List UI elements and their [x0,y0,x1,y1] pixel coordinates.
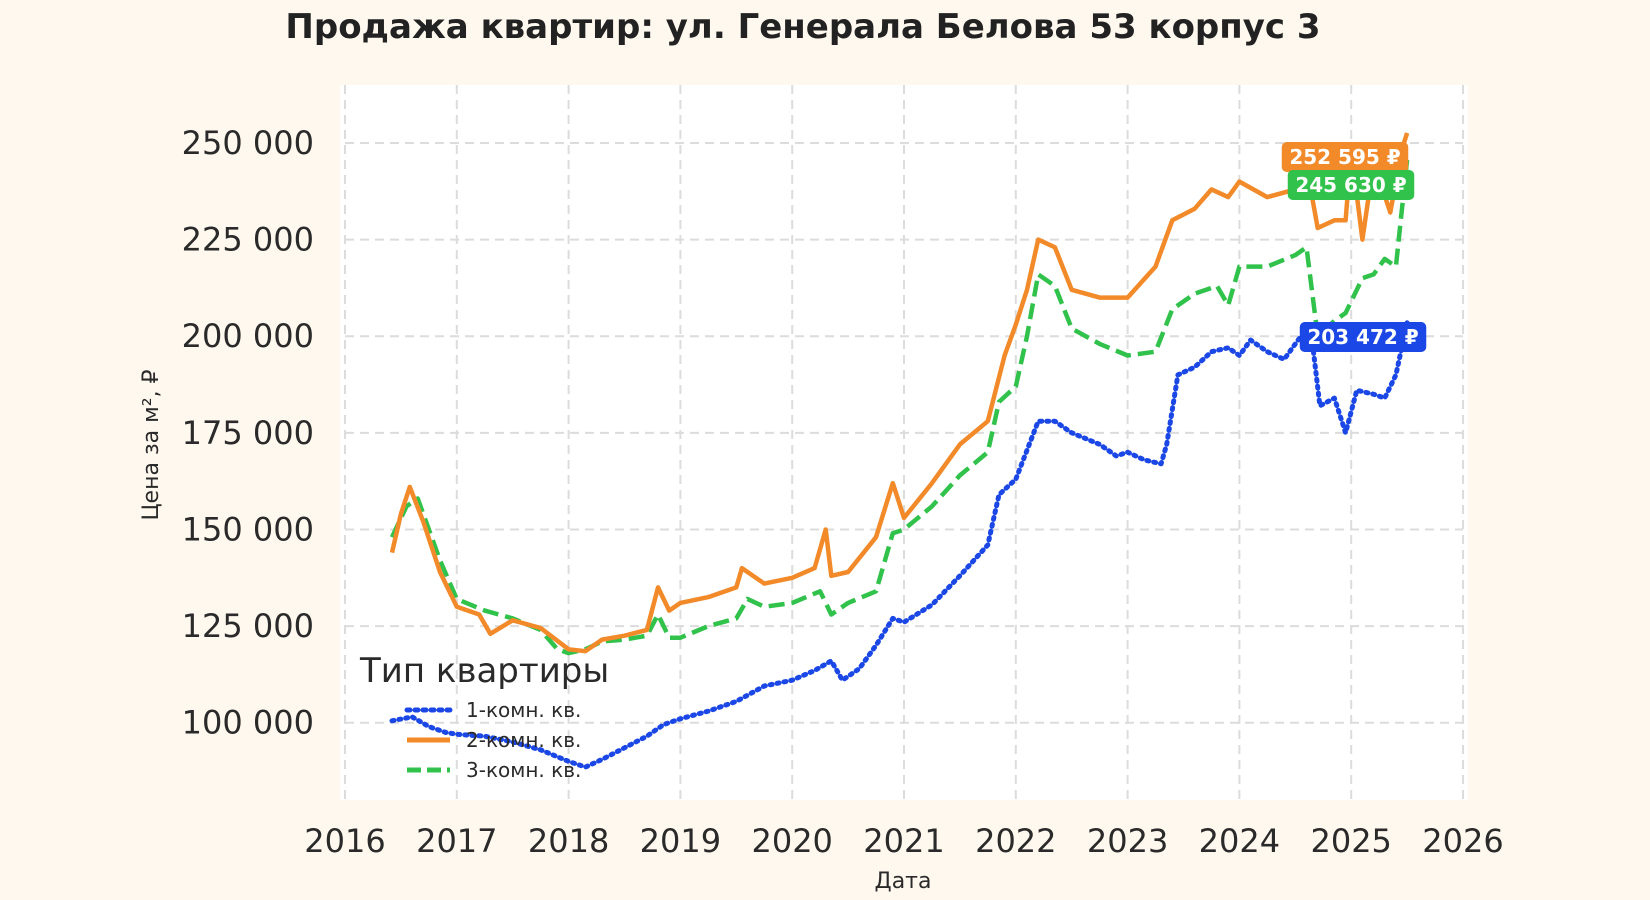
legend: Тип квартиры 1-комн. кв. 2-комн. кв. 3-ком… [359,651,609,782]
y-tick-label: 175 000 [182,414,314,452]
end-label-text: 252 595 ₽ [1289,145,1400,169]
end-label-box [1299,322,1427,352]
end-label-text: 203 472 ₽ [1307,325,1418,349]
x-tick-label: 2018 [528,822,609,860]
x-tick-label: 2017 [416,822,497,860]
legend-title: Тип квартиры [359,651,609,691]
y-tick-label: 150 000 [182,510,314,548]
tick-layer: 2016 2017 2018 2019 2020 2021 2022 2023 2024 2025… [182,124,1504,860]
x-tick-label: 2024 [1199,822,1280,860]
legend-item-2-room: 2-комн. кв. [407,728,581,752]
y-tick-label: 200 000 [182,317,314,355]
plot-area [340,85,1468,800]
x-tick-label: 2020 [751,822,832,860]
x-tick-label: 2021 [863,822,944,860]
x-tick-label: 2019 [640,822,721,860]
legend-item-3-room: 3-комн. кв. [407,758,581,782]
legend-items: 1-комн. кв. 2-комн. кв. 3-комн. кв. [404,698,581,782]
legend-label: 1-комн. кв. [466,698,581,722]
y-tick-label: 250 000 [182,124,314,162]
end-label-layer: 203 472 ₽ 252 595 ₽ 245 630 ₽ [1281,142,1427,352]
legend-label: 3-комн. кв. [466,758,581,782]
y-tick-label: 100 000 [182,704,314,742]
end-label-2-room: 252 595 ₽ [1281,142,1409,172]
x-tick-label: 2025 [1310,822,1391,860]
chart-title: Продажа квартир: ул. Генерала Белова 53 … [285,7,1320,47]
y-tick-label: 125 000 [182,607,314,645]
end-label-3-room: 245 630 ₽ [1287,170,1415,200]
x-tick-label: 2026 [1422,822,1503,860]
x-tick-label: 2016 [304,822,385,860]
end-label-box [1287,170,1415,200]
x-tick-label: 2022 [975,822,1056,860]
x-tick-label: 2023 [1087,822,1168,860]
series-line-1-room [389,320,1410,770]
end-label-1-room: 203 472 ₽ [1299,322,1427,352]
legend-item-1-room: 1-комн. кв. [404,698,581,722]
legend-label: 2-комн. кв. [466,728,581,752]
end-label-box [1281,142,1409,172]
y-tick-label: 225 000 [182,221,314,259]
end-label-text: 245 630 ₽ [1295,173,1406,197]
x-axis-label: Дата [875,869,932,894]
y-axis-label: Цена за м², ₽ [139,369,164,520]
